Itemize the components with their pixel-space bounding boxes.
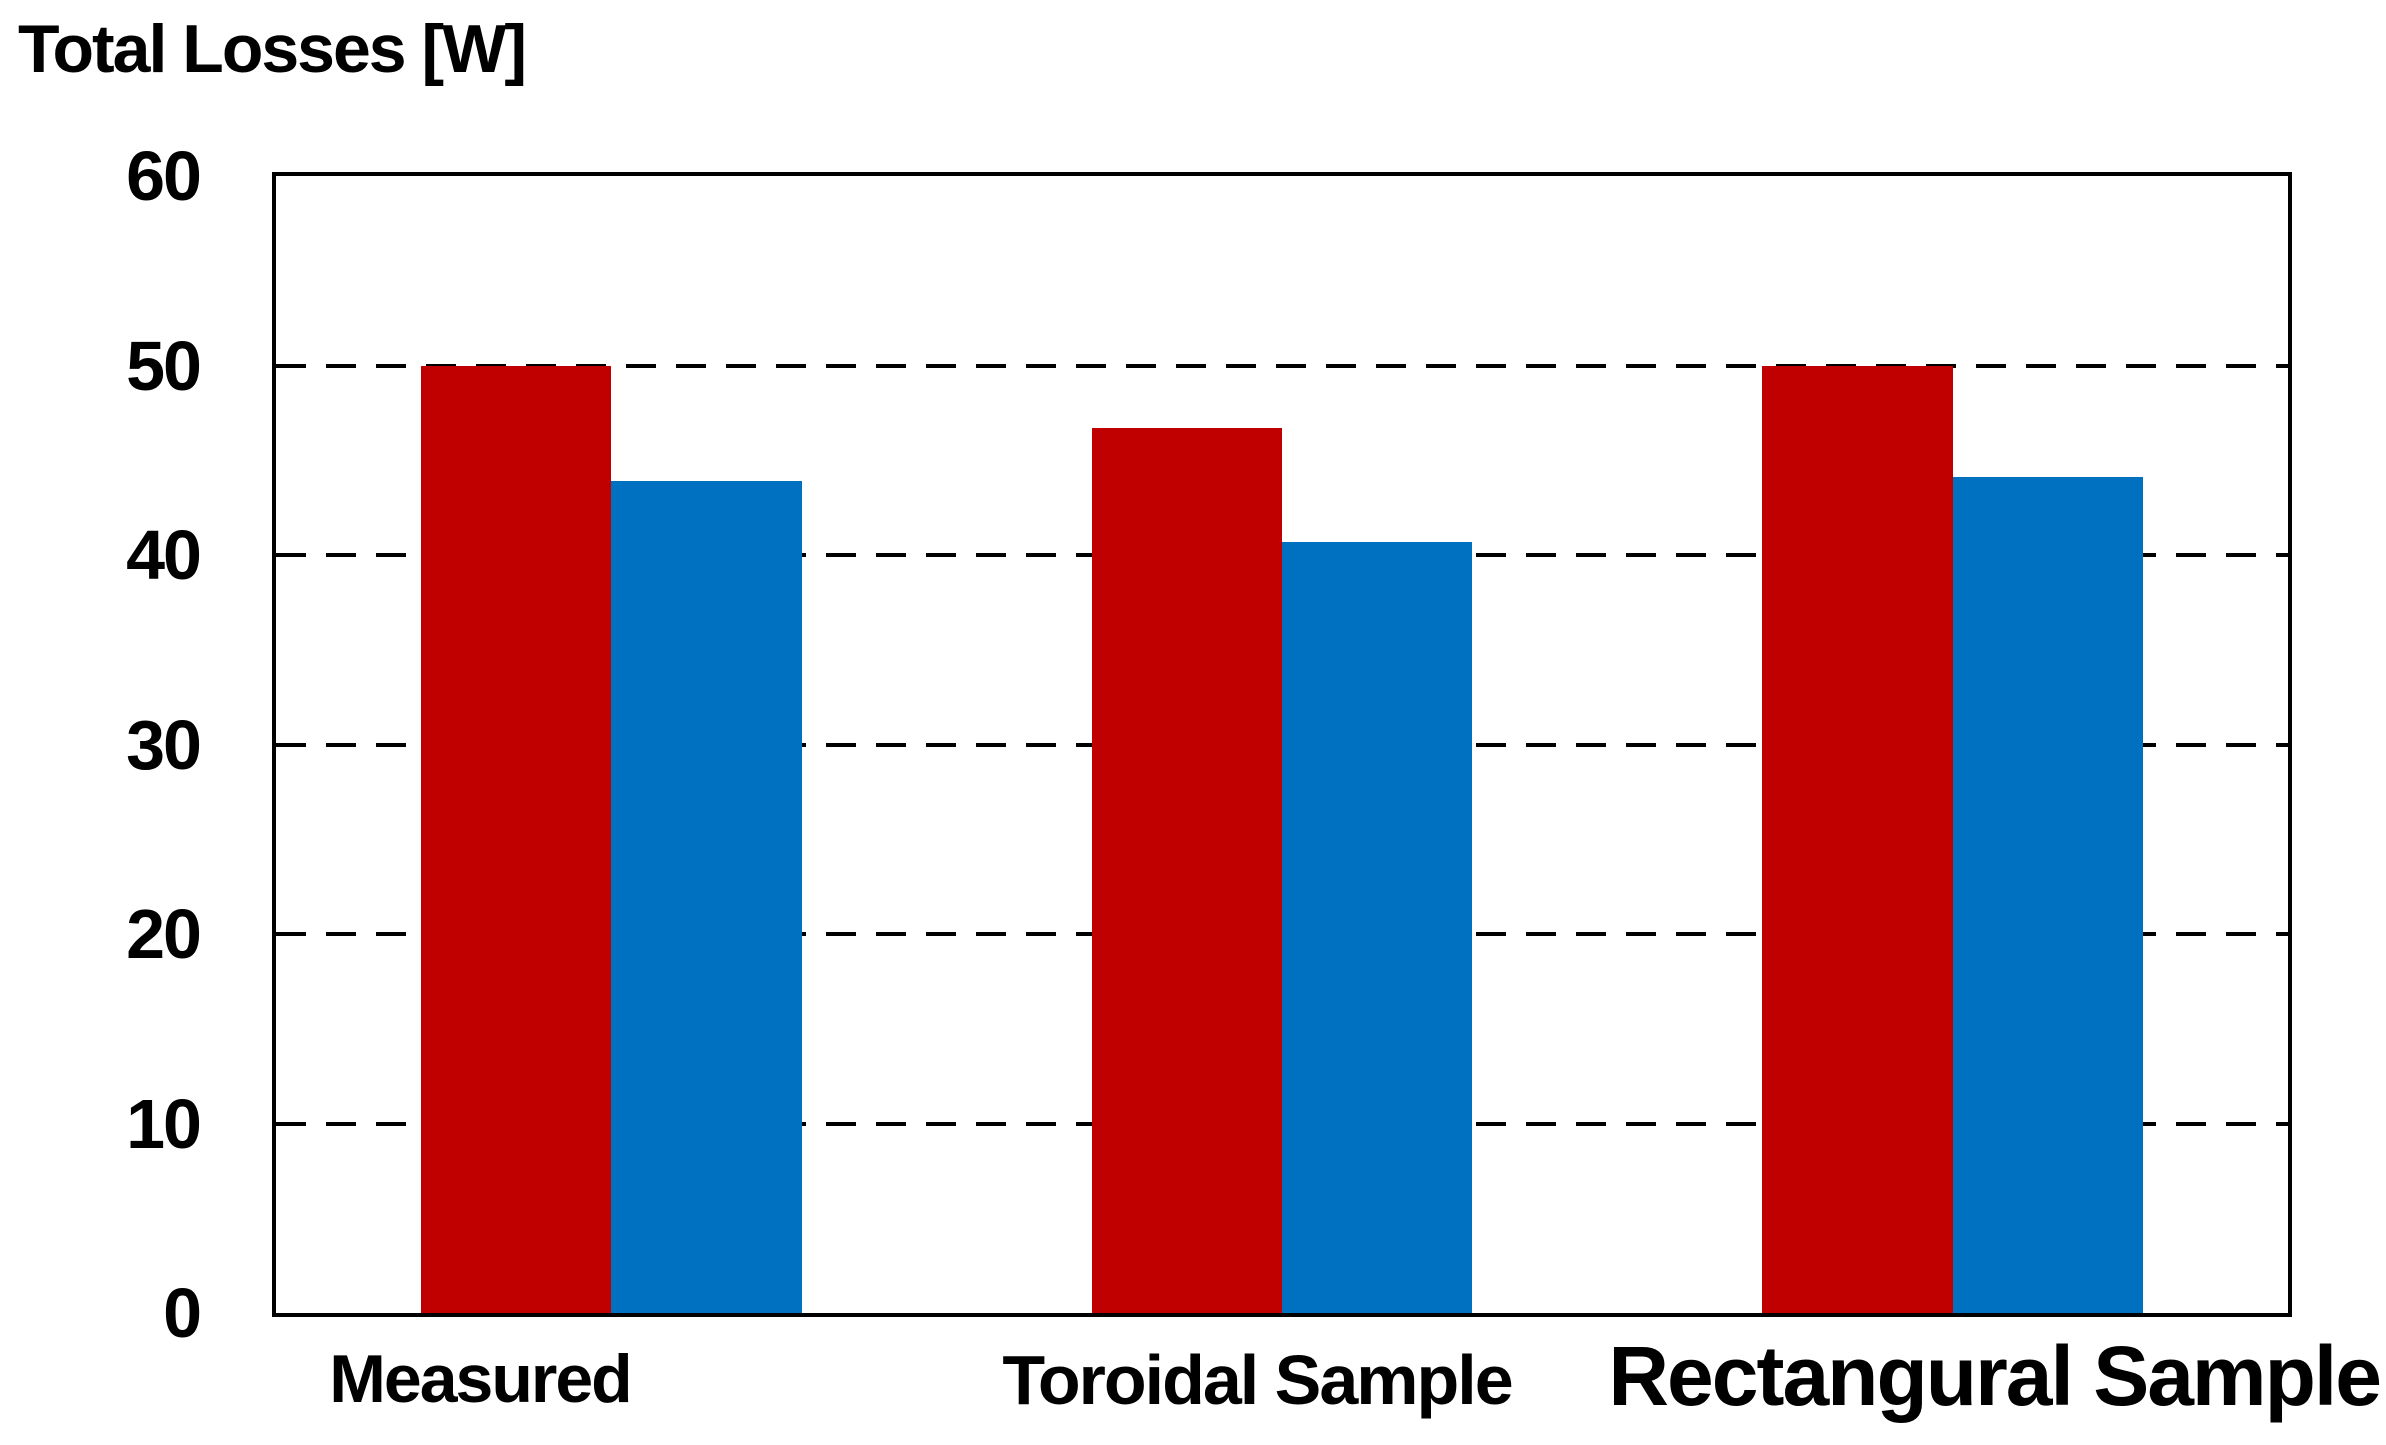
plot-area bbox=[272, 172, 2292, 1317]
bar-red-2 bbox=[1762, 365, 1953, 1313]
bar-blue-2 bbox=[1952, 477, 2144, 1313]
bar-red-0 bbox=[420, 365, 612, 1313]
bar-blue-1 bbox=[1282, 541, 1473, 1313]
chart-title: Total Losses [W] bbox=[18, 11, 527, 87]
y-tick-label: 50 bbox=[126, 326, 202, 405]
bars-layer bbox=[276, 176, 2288, 1313]
y-tick-label: 30 bbox=[126, 705, 202, 784]
y-tick-label: 0 bbox=[163, 1274, 202, 1352]
y-tick-label: 60 bbox=[126, 137, 202, 215]
bar-red-1 bbox=[1091, 428, 1282, 1313]
x-category-label: Measured bbox=[329, 1341, 632, 1417]
y-tick-label: 20 bbox=[126, 895, 202, 973]
gridline bbox=[276, 363, 2288, 368]
y-tick-label: 40 bbox=[126, 516, 202, 594]
x-category-label: Toroidal Sample bbox=[1002, 1341, 1513, 1419]
bar-blue-0 bbox=[611, 481, 802, 1313]
y-tick-label: 10 bbox=[126, 1084, 202, 1163]
x-category-label: Rectangural Sample bbox=[1608, 1329, 2382, 1423]
